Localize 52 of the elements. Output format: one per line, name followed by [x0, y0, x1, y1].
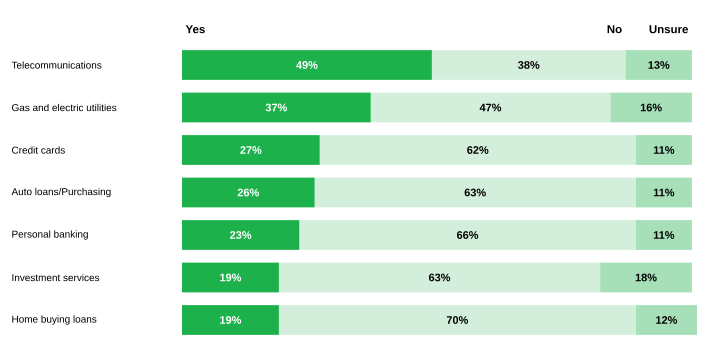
bar — [278, 305, 636, 335]
data-label: 12% — [656, 316, 678, 324]
bar — [636, 305, 698, 335]
bar — [610, 92, 692, 122]
bar — [600, 262, 692, 292]
bar — [182, 135, 320, 165]
data-label: 63% — [428, 274, 450, 282]
bar — [636, 220, 692, 250]
bar — [182, 220, 300, 250]
data-label: 66% — [456, 231, 478, 239]
bar — [278, 262, 600, 292]
data-label: 19% — [220, 316, 242, 324]
data-label: 26% — [238, 188, 259, 196]
data-label: 49% — [296, 61, 318, 69]
bar — [626, 50, 692, 80]
data-label: 19% — [220, 274, 242, 282]
y-tick-label: Personal banking — [12, 230, 88, 240]
data-label: 38% — [518, 61, 540, 69]
bar — [182, 50, 432, 80]
y-tick-label: Auto loans/Purchasing — [12, 188, 111, 198]
y-tick-label: Credit cards — [12, 146, 65, 154]
data-label: 11% — [654, 146, 674, 154]
bar — [636, 135, 692, 165]
bar — [432, 50, 626, 80]
data-label: 47% — [480, 104, 502, 112]
data-label: 16% — [640, 104, 662, 112]
data-label: 11% — [654, 188, 674, 196]
data-label: 18% — [636, 274, 657, 282]
y-tick-label: Investment services — [12, 274, 100, 282]
series-label: Unsure — [650, 25, 688, 34]
bar — [314, 178, 636, 208]
y-tick-label: Home buying loans — [12, 315, 96, 325]
data-label: 27% — [240, 146, 262, 154]
series-label: Yes — [186, 25, 205, 34]
data-label: 63% — [464, 188, 486, 196]
bar — [182, 305, 279, 335]
y-tick-label: Telecommunications — [12, 61, 102, 69]
bar — [182, 92, 371, 122]
data-label: 70% — [446, 316, 468, 324]
bar — [299, 220, 636, 250]
bar — [182, 262, 279, 292]
data-label: 37% — [266, 104, 288, 112]
bar — [320, 135, 636, 165]
data-label: 62% — [467, 146, 488, 154]
data-label: 23% — [230, 231, 252, 239]
bar — [636, 178, 692, 208]
bar — [370, 92, 610, 122]
y-tick-label: Gas and electric utilities — [12, 104, 116, 112]
data-label: 11% — [654, 231, 674, 239]
data-label: 13% — [648, 61, 670, 69]
bar — [182, 178, 315, 208]
series-label: No — [608, 25, 622, 34]
